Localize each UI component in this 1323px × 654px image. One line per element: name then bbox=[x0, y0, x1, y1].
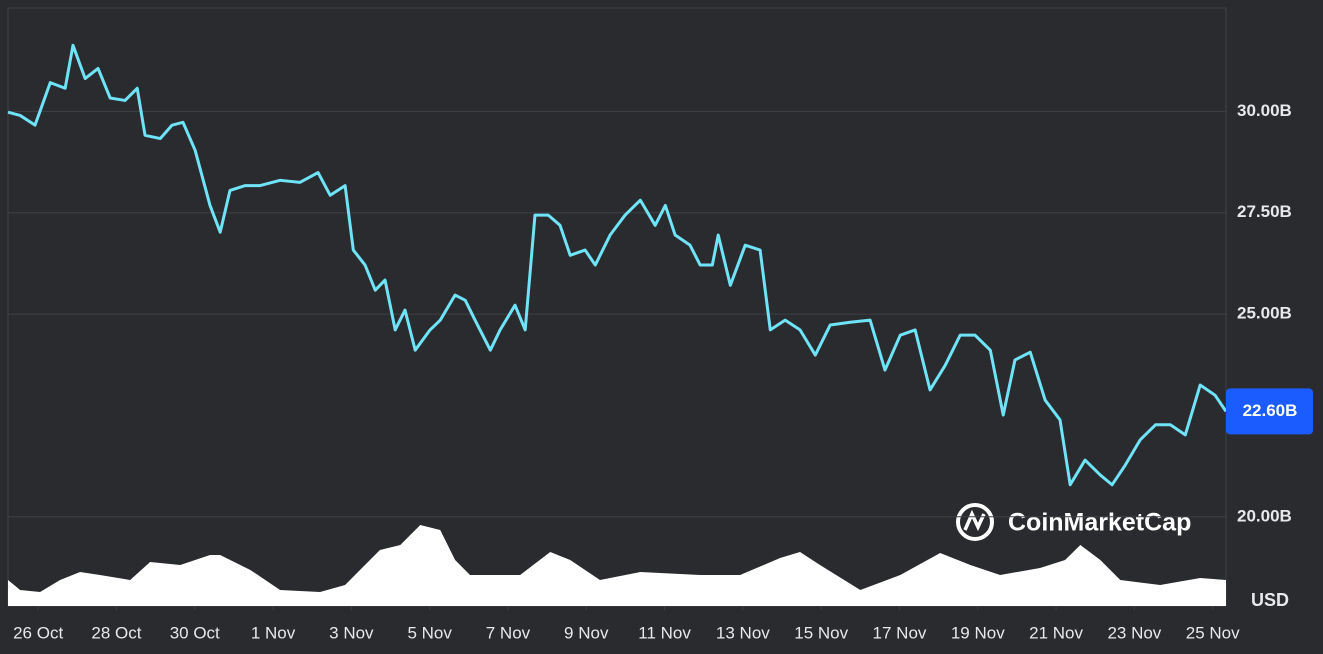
watermark-text: CoinMarketCap bbox=[1008, 509, 1191, 537]
x-tick-label: 23 Nov bbox=[1107, 623, 1161, 642]
x-tick-label: 7 Nov bbox=[486, 623, 531, 642]
last-value-badge bbox=[1226, 388, 1313, 435]
volume-area bbox=[8, 524, 1226, 606]
watermark-logo bbox=[956, 503, 994, 541]
x-tick-label: 11 Nov bbox=[638, 623, 691, 642]
price-line bbox=[7, 43, 1228, 487]
y-tick-label: 25.00B bbox=[1237, 304, 1292, 323]
x-tick-label: 1 Nov bbox=[251, 623, 296, 642]
last-value-label: 22.60B bbox=[1243, 401, 1298, 420]
y-tick-label: 20.00B bbox=[1237, 506, 1292, 525]
y-unit: USD bbox=[1251, 590, 1289, 610]
x-tick-label: 17 Nov bbox=[873, 623, 927, 642]
x-tick-label: 21 Nov bbox=[1029, 623, 1083, 642]
x-tick-label: 28 Oct bbox=[91, 623, 141, 642]
watermark-logo-mark bbox=[963, 509, 986, 532]
y-tick-label: 27.50B bbox=[1237, 202, 1292, 221]
x-tick-label: 30 Oct bbox=[170, 623, 220, 642]
x-tick-label: 26 Oct bbox=[13, 623, 63, 642]
x-tick-label: 5 Nov bbox=[407, 623, 452, 642]
x-tick-label: 3 Nov bbox=[329, 623, 374, 642]
watermark: CoinMarketCap bbox=[956, 503, 1191, 541]
x-tick-label: 25 Nov bbox=[1186, 623, 1240, 642]
x-tick-label: 9 Nov bbox=[564, 623, 609, 642]
x-tick-label: 13 Nov bbox=[716, 623, 770, 642]
x-tick-label: 15 Nov bbox=[794, 623, 848, 642]
y-tick-label: 30.00B bbox=[1237, 101, 1292, 120]
x-tick-label: 19 Nov bbox=[951, 623, 1005, 642]
